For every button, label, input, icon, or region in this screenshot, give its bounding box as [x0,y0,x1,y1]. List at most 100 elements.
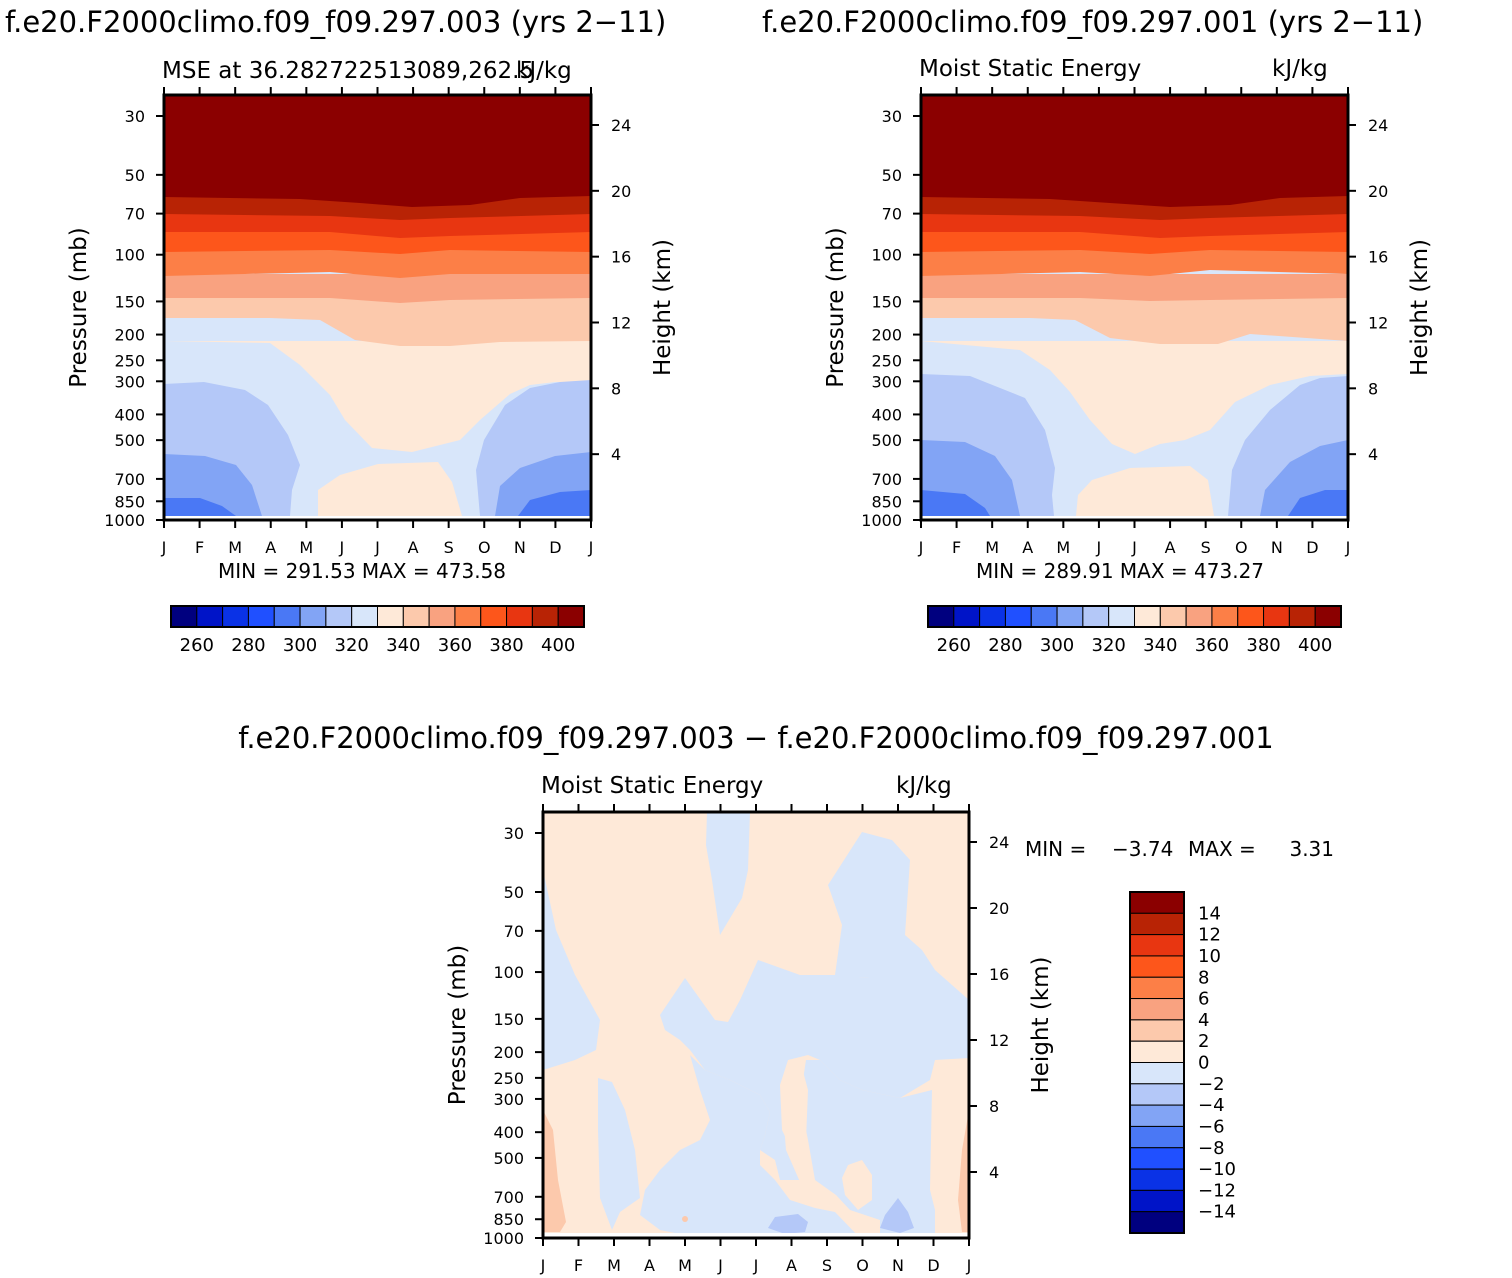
month-tick-label: A [408,538,419,557]
contour-fill [164,230,591,254]
colorbar-label: 6 [1198,989,1209,1010]
colorbar-swatch [1129,1104,1185,1127]
contour-fill [1288,490,1348,516]
panel-bottom: f.e20.F2000climo.f09_f09.297.003 − f.e20… [238,721,1334,1275]
month-tick-label: A [1022,538,1033,557]
colorbar-swatch [170,605,198,628]
colorbar-swatch [1288,605,1316,628]
panel-c-contours [543,812,969,1238]
pressure-tick-label: 500 [493,1149,524,1168]
colorbar-swatch [1129,955,1185,978]
colorbar-swatch [299,605,327,628]
pressure-tick-label: 700 [114,470,145,489]
height-tick-label: 8 [611,379,621,398]
colorbar-swatch [1129,1147,1185,1170]
month-tick-label: S [1201,538,1211,557]
pressure-tick-label: 50 [125,166,145,185]
panel-top-left: f.e20.F2000climo.f09_f09.297.003 (yrs 2−… [5,5,676,656]
pressure-tick-label: 1000 [483,1229,524,1248]
colorbar-label: 260 [180,635,214,656]
colorbar-frame [1129,891,1185,1234]
panel-c-max-label: MAX = [1188,837,1256,861]
pressure-tick-label: 70 [125,205,145,224]
month-tick-label: D [1306,538,1318,557]
colorbar-swatch [979,605,1006,628]
height-tick-label: 12 [611,313,631,332]
pressure-tick-label: 100 [114,246,145,265]
colorbar-swatch [1108,605,1135,628]
month-tick-label: N [892,1256,904,1275]
pressure-tick-label: 850 [114,492,145,511]
contour-fill [543,1110,566,1232]
panel-b-header: f.e20.F2000climo.f09_f09.297.001 (yrs 2−… [762,5,1423,39]
colorbar-swatch [428,605,456,628]
height-tick-label: 20 [1368,182,1388,201]
height-tick-label: 8 [1368,379,1378,398]
pressure-tick-label: 100 [871,246,902,265]
height-tick-label: 16 [1368,248,1388,267]
colorbar-label: 380 [489,635,523,656]
panel-a-colorbar: 260 280 300 320 340 360 380 400 [170,605,585,656]
colorbar-label: 400 [541,635,575,656]
month-tick-label: D [927,1256,939,1275]
colorbar-swatch [1211,605,1239,628]
panel-a-header: f.e20.F2000climo.f09_f09.297.003 (yrs 2−… [5,5,666,39]
panel-b-units: kJ/kg [1272,56,1328,82]
contour-fill [880,1198,914,1233]
colorbar-swatch [325,605,353,628]
pressure-tick-label: 250 [114,351,145,370]
colorbar-swatch [1129,998,1185,1021]
colorbar-swatch [1314,605,1342,628]
pressure-tick-label: 200 [114,326,145,345]
contour-fill [164,250,591,278]
month-tick-label: A [265,538,276,557]
contour-fill [921,341,1348,454]
month-tick-label: J [540,1256,546,1275]
height-axis-label: Height (km) [1407,239,1433,376]
colorbar-label: 2 [1198,1031,1209,1052]
contour-fill [164,274,591,303]
colorbar-swatch [1129,976,1185,1000]
colorbar-swatch [1129,1083,1185,1106]
pressure-tick-label: 150 [871,292,902,311]
month-tick-label: J [966,1256,972,1275]
height-tick-label: 24 [611,116,631,135]
panel-a-units: kJ/kg [516,58,572,84]
colorbar-swatch [1134,605,1161,628]
month-tick-label: J [1131,538,1137,557]
contour-fill [518,490,591,516]
colorbar-label: 280 [988,635,1022,656]
colorbar-label: 4 [1198,1010,1209,1031]
month-tick-label: S [822,1256,832,1275]
colorbar-swatch [273,605,301,628]
pressure-tick-label: 500 [871,431,902,450]
pressure-tick-label: 50 [882,166,902,185]
colorbar-label: 300 [283,635,317,656]
pressure-tick-label: 300 [114,372,145,391]
contour-fill [921,250,1348,276]
colorbar-swatch [1129,1125,1185,1149]
height-tick-label: 12 [1368,313,1388,332]
panel-b-colorbar: 260 280 300 320 340 360 380 400 [927,605,1342,656]
contour-fill [164,95,591,207]
contour-fill [598,1078,640,1230]
pressure-tick-label: 150 [114,292,145,311]
pressure-tick-label: 250 [871,351,902,370]
colorbar-label: 8 [1198,967,1209,988]
month-tick-label: N [514,538,526,557]
colorbar-frame [170,605,585,628]
height-tick-label: 8 [989,1097,999,1116]
colorbar-swatch [557,605,585,628]
pressure-tick-label: 150 [493,1010,524,1029]
colorbar-swatch [1237,605,1265,628]
colorbar-label: 10 [1198,946,1221,967]
month-tick-label: O [856,1256,869,1275]
month-tick-label: J [339,538,345,557]
pressure-tick-label: 30 [882,107,902,126]
colorbar-label: −10 [1198,1159,1236,1180]
month-tick-label: S [444,538,454,557]
pressure-tick-label: 1000 [861,511,902,530]
height-tick-label: 4 [989,1163,999,1182]
